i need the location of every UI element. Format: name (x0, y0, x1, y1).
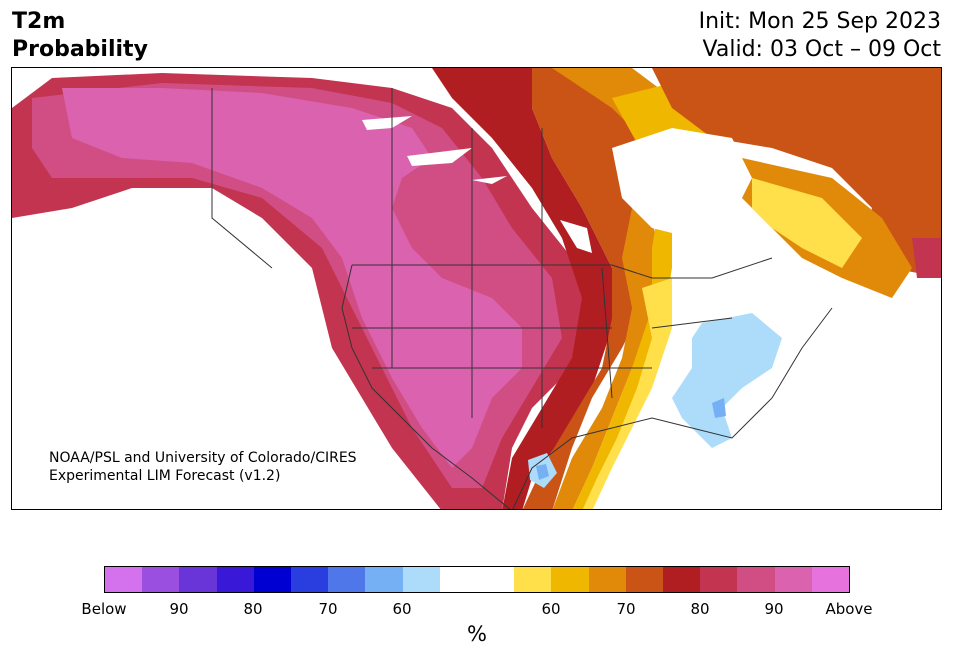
colorbar-segment (253, 567, 292, 592)
colorbar-tick-label: 60 (392, 600, 412, 618)
region-below-60-east (672, 313, 782, 448)
region-above-95-west (62, 88, 522, 468)
state-line-4 (601, 267, 613, 399)
valid-range: Valid: 03 Oct – 09 Oct (702, 37, 941, 62)
colorbar-tick-label: 70 (318, 600, 338, 618)
colorbar-tick-label: 60 (541, 600, 561, 618)
colorbar-segment (179, 567, 217, 592)
lake-patch-3 (472, 176, 507, 184)
colorbar-segment (551, 567, 589, 592)
region-above-70-band (552, 68, 712, 509)
hudson-bay (612, 128, 752, 238)
init-date: Init: Mon 25 Sep 2023 (698, 9, 941, 34)
title-line-2: Probability (12, 37, 148, 62)
colorbar-segment (774, 567, 812, 592)
colorbar-segment (811, 567, 850, 592)
colorbar-segment (291, 567, 329, 592)
colorbar-tick-label: 80 (243, 600, 263, 618)
region-below-65-mexico (536, 464, 549, 480)
colorbar-segment (142, 567, 180, 592)
canada-us-border (352, 257, 773, 279)
map-panel (11, 67, 942, 510)
colorbar-tick-label: 80 (690, 600, 710, 618)
state-line-7 (651, 317, 733, 329)
colorbar-segment (477, 567, 515, 592)
alaska-line (211, 88, 273, 269)
colorbar-segment (439, 567, 478, 592)
region-above-85-newfoundland (912, 238, 941, 278)
colorbar-tick-label: Above (825, 600, 873, 618)
probability-map (12, 68, 941, 509)
colorbar-tick-label: 70 (616, 600, 636, 618)
colorbar-segment (402, 567, 440, 592)
forecast-dates: Init: Mon 25 Sep 2023 Valid: 03 Oct – 09… (699, 8, 941, 64)
colorbar-segment (514, 567, 552, 592)
colorbar-tick-label: 90 (764, 600, 784, 618)
region-below-65-east (712, 398, 726, 418)
colorbar-segment (625, 567, 664, 592)
credit-text: NOAA/PSL and University of Colorado/CIRE… (49, 449, 357, 485)
title-line-1: T2m (12, 9, 66, 34)
credit-line-2: Experimental LIM Forecast (v1.2) (49, 468, 281, 484)
region-above-80-band (432, 68, 612, 509)
lake-patch-2 (407, 148, 472, 166)
colorbar-segment (700, 567, 738, 592)
colorbar-segment (663, 567, 701, 592)
colorbar-segment (216, 567, 254, 592)
colorbar (104, 566, 850, 593)
region-above-60-northeast (752, 178, 862, 268)
region-above-60-band (582, 278, 672, 509)
colorbar-segment (365, 567, 403, 592)
gulf-coast (512, 307, 833, 509)
colorbar-segment (328, 567, 366, 592)
lake-patch-1 (362, 116, 412, 130)
map-title: T2m Probability (12, 8, 148, 64)
colorbar-segment (588, 567, 626, 592)
credit-line-1: NOAA/PSL and University of Colorado/CIRE… (49, 450, 357, 466)
lake-patch-4 (560, 220, 592, 253)
borders (211, 88, 833, 509)
colorbar-segment (737, 567, 775, 592)
colorbar-segment (105, 567, 143, 592)
colorbar-tick-label: 90 (169, 600, 189, 618)
colorbar-unit: % (467, 622, 487, 646)
colorbar-tick-label: Below (81, 600, 127, 618)
west-coast (341, 264, 511, 509)
